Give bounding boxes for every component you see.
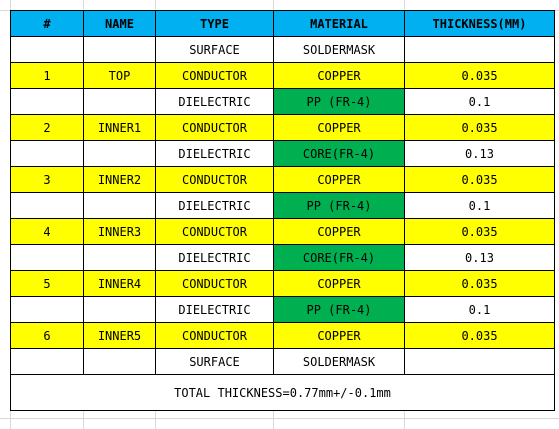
layer-name-cell[interactable] (83, 36, 156, 63)
stackup-body: SURFACE SOLDERMASK 1 TOP CONDUCTOR COPPER 0.03… (10, 36, 555, 375)
layer-material-cell[interactable]: SOLDERMASK (273, 36, 405, 63)
layer-material-cell[interactable]: COPPER (273, 270, 405, 297)
layer-material-cell[interactable]: PP (FR-4) (273, 296, 405, 323)
layer-type-cell[interactable]: DIELECTRIC (155, 140, 274, 167)
table-row: 4 INNER3 CONDUCTOR COPPER 0.035 (10, 218, 555, 245)
layer-material-cell[interactable]: CORE(FR-4) (273, 140, 405, 167)
layer-type-cell[interactable]: DIELECTRIC (155, 192, 274, 219)
layer-material-cell[interactable]: COPPER (273, 166, 405, 193)
layer-name-cell[interactable] (83, 88, 156, 115)
total-thickness-cell[interactable]: TOTAL THICKNESS=0.77mm+/-0.1mm (10, 374, 555, 411)
layer-material-cell[interactable]: COPPER (273, 62, 405, 89)
layer-name-cell[interactable]: INNER2 (83, 166, 156, 193)
layer-type-cell[interactable]: SURFACE (155, 36, 274, 63)
layer-material-cell[interactable]: COPPER (273, 218, 405, 245)
table-row: DIELECTRIC CORE(FR-4) 0.13 (10, 244, 555, 271)
table-row: 3 INNER2 CONDUCTOR COPPER 0.035 (10, 166, 555, 193)
layer-type-cell[interactable]: CONDUCTOR (155, 166, 274, 193)
layer-name-cell[interactable]: INNER4 (83, 270, 156, 297)
table-row: 6 INNER5 CONDUCTOR COPPER 0.035 (10, 322, 555, 349)
header-type[interactable]: TYPE (155, 10, 274, 37)
layer-name-cell[interactable] (83, 348, 156, 375)
layer-type-cell[interactable]: CONDUCTOR (155, 322, 274, 349)
layer-type-cell[interactable]: DIELECTRIC (155, 296, 274, 323)
table-row: SURFACE SOLDERMASK (10, 348, 555, 375)
layer-type-cell[interactable]: DIELECTRIC (155, 244, 274, 271)
layer-material-cell[interactable]: CORE(FR-4) (273, 244, 405, 271)
layer-number-cell[interactable]: 3 (10, 166, 84, 193)
layer-number-cell[interactable] (10, 140, 84, 167)
layer-name-cell[interactable]: INNER5 (83, 322, 156, 349)
header-material[interactable]: MATERIAL (273, 10, 405, 37)
layer-thickness-cell[interactable] (404, 36, 555, 63)
total-row: TOTAL THICKNESS=0.77mm+/-0.1mm (10, 374, 555, 411)
table-row: DIELECTRIC PP (FR-4) 0.1 (10, 88, 555, 115)
layer-name-cell[interactable] (83, 192, 156, 219)
layer-name-cell[interactable] (83, 296, 156, 323)
layer-type-cell[interactable]: CONDUCTOR (155, 270, 274, 297)
header-row: # NAME TYPE MATERIAL THICKNESS(MM) (10, 10, 555, 37)
layer-type-cell[interactable]: CONDUCTOR (155, 218, 274, 245)
table-row: 5 INNER4 CONDUCTOR COPPER 0.035 (10, 270, 555, 297)
table-row: DIELECTRIC PP (FR-4) 0.1 (10, 296, 555, 323)
layer-thickness-cell[interactable]: 0.1 (404, 192, 555, 219)
layer-name-cell[interactable] (83, 244, 156, 271)
layer-number-cell[interactable]: 2 (10, 114, 84, 141)
layer-number-cell[interactable] (10, 36, 84, 63)
layer-thickness-cell[interactable]: 0.035 (404, 218, 555, 245)
header-number[interactable]: # (10, 10, 84, 37)
layer-material-cell[interactable]: COPPER (273, 114, 405, 141)
header-name[interactable]: NAME (83, 10, 156, 37)
layer-number-cell[interactable] (10, 244, 84, 271)
layer-thickness-cell[interactable] (404, 348, 555, 375)
table-row: 1 TOP CONDUCTOR COPPER 0.035 (10, 62, 555, 89)
layer-number-cell[interactable] (10, 192, 84, 219)
layer-number-cell[interactable]: 1 (10, 62, 84, 89)
layer-thickness-cell[interactable]: 0.1 (404, 296, 555, 323)
layer-thickness-cell[interactable]: 0.035 (404, 270, 555, 297)
layer-name-cell[interactable]: TOP (83, 62, 156, 89)
layer-type-cell[interactable]: CONDUCTOR (155, 62, 274, 89)
layer-thickness-cell[interactable]: 0.1 (404, 88, 555, 115)
layer-number-cell[interactable]: 5 (10, 270, 84, 297)
table-row: DIELECTRIC CORE(FR-4) 0.13 (10, 140, 555, 167)
layer-material-cell[interactable]: PP (FR-4) (273, 88, 405, 115)
layer-thickness-cell[interactable]: 0.035 (404, 166, 555, 193)
layer-material-cell[interactable]: COPPER (273, 322, 405, 349)
layer-thickness-cell[interactable]: 0.035 (404, 322, 555, 349)
layer-name-cell[interactable]: INNER3 (83, 218, 156, 245)
layer-type-cell[interactable]: SURFACE (155, 348, 274, 375)
layer-thickness-cell[interactable]: 0.035 (404, 114, 555, 141)
layer-number-cell[interactable]: 6 (10, 322, 84, 349)
table-row: 2 INNER1 CONDUCTOR COPPER 0.035 (10, 114, 555, 141)
table-row: DIELECTRIC PP (FR-4) 0.1 (10, 192, 555, 219)
layer-number-cell[interactable]: 4 (10, 218, 84, 245)
gridline-horizontal (0, 418, 559, 419)
layer-thickness-cell[interactable]: 0.13 (404, 140, 555, 167)
layer-thickness-cell[interactable]: 0.13 (404, 244, 555, 271)
layer-material-cell[interactable]: SOLDERMASK (273, 348, 405, 375)
layer-name-cell[interactable]: INNER1 (83, 114, 156, 141)
header-thickness[interactable]: THICKNESS(MM) (404, 10, 555, 37)
layer-type-cell[interactable]: DIELECTRIC (155, 88, 274, 115)
layer-number-cell[interactable] (10, 296, 84, 323)
table-row: SURFACE SOLDERMASK (10, 36, 555, 63)
layer-name-cell[interactable] (83, 140, 156, 167)
layer-material-cell[interactable]: PP (FR-4) (273, 192, 405, 219)
layer-number-cell[interactable] (10, 88, 84, 115)
layer-thickness-cell[interactable]: 0.035 (404, 62, 555, 89)
pcb-stackup-table: # NAME TYPE MATERIAL THICKNESS(MM) SURFA… (10, 10, 555, 411)
layer-number-cell[interactable] (10, 348, 84, 375)
layer-type-cell[interactable]: CONDUCTOR (155, 114, 274, 141)
